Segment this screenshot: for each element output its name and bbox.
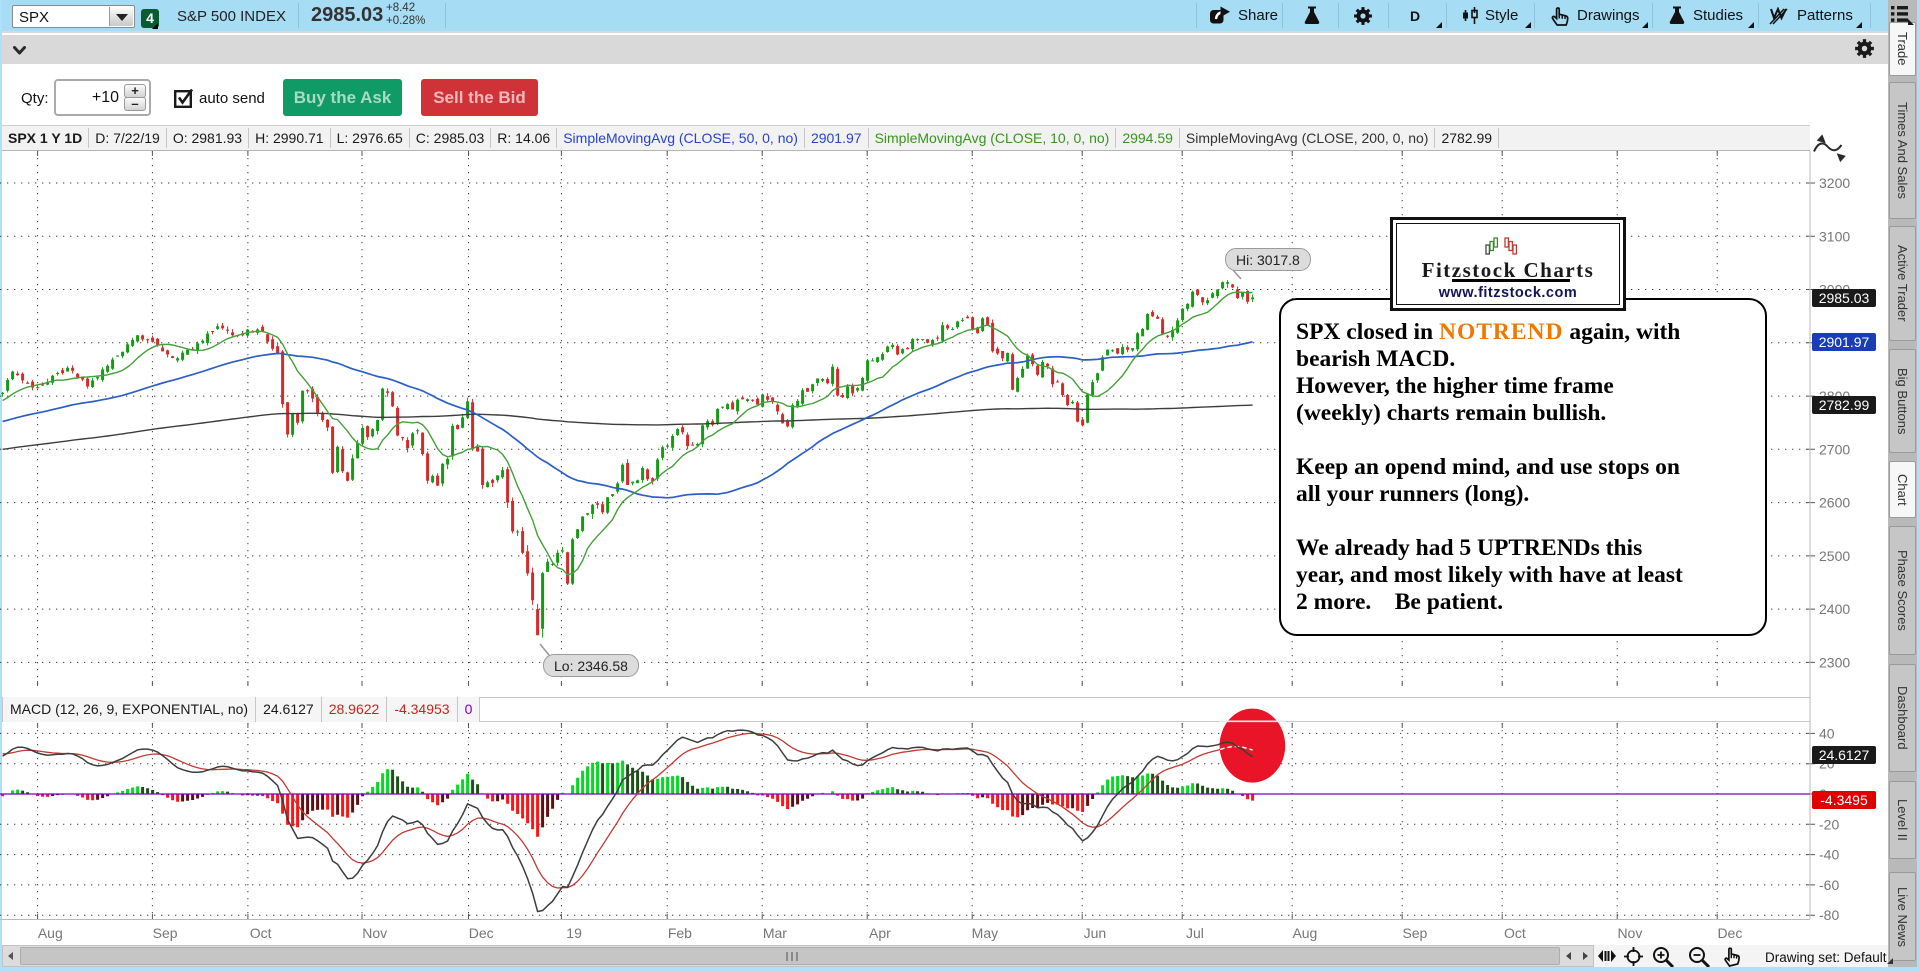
svg-text:40: 40 — [1819, 725, 1835, 741]
svg-text:19: 19 — [566, 925, 582, 941]
svg-text:Jun: Jun — [1084, 925, 1107, 941]
svg-text:Nov: Nov — [362, 925, 387, 941]
svg-text:Apr: Apr — [869, 925, 891, 941]
svg-text:2500: 2500 — [1819, 548, 1850, 564]
svg-text:Nov: Nov — [1617, 925, 1642, 941]
svg-text:Aug: Aug — [1292, 925, 1317, 941]
svg-text:2400: 2400 — [1819, 601, 1850, 617]
svg-text:Oct: Oct — [250, 925, 272, 941]
svg-text:Dec: Dec — [1717, 925, 1742, 941]
svg-text:-80: -80 — [1819, 907, 1839, 923]
svg-text:Jul: Jul — [1186, 925, 1204, 941]
svg-text:-20: -20 — [1819, 816, 1839, 832]
svg-text:2600: 2600 — [1819, 495, 1850, 511]
svg-text:2700: 2700 — [1819, 441, 1850, 457]
svg-text:Dec: Dec — [469, 925, 494, 941]
svg-text:3200: 3200 — [1819, 175, 1850, 191]
svg-text:2300: 2300 — [1819, 654, 1850, 670]
svg-text:Sep: Sep — [153, 925, 178, 941]
svg-text:Oct: Oct — [1504, 925, 1526, 941]
svg-text:-40: -40 — [1819, 847, 1839, 863]
svg-text:Mar: Mar — [763, 925, 787, 941]
svg-text:-60: -60 — [1819, 877, 1839, 893]
svg-text:May: May — [972, 925, 998, 941]
svg-text:Aug: Aug — [38, 925, 63, 941]
svg-text:3100: 3100 — [1819, 228, 1850, 244]
svg-text:Sep: Sep — [1402, 925, 1427, 941]
svg-text:Feb: Feb — [668, 925, 692, 941]
